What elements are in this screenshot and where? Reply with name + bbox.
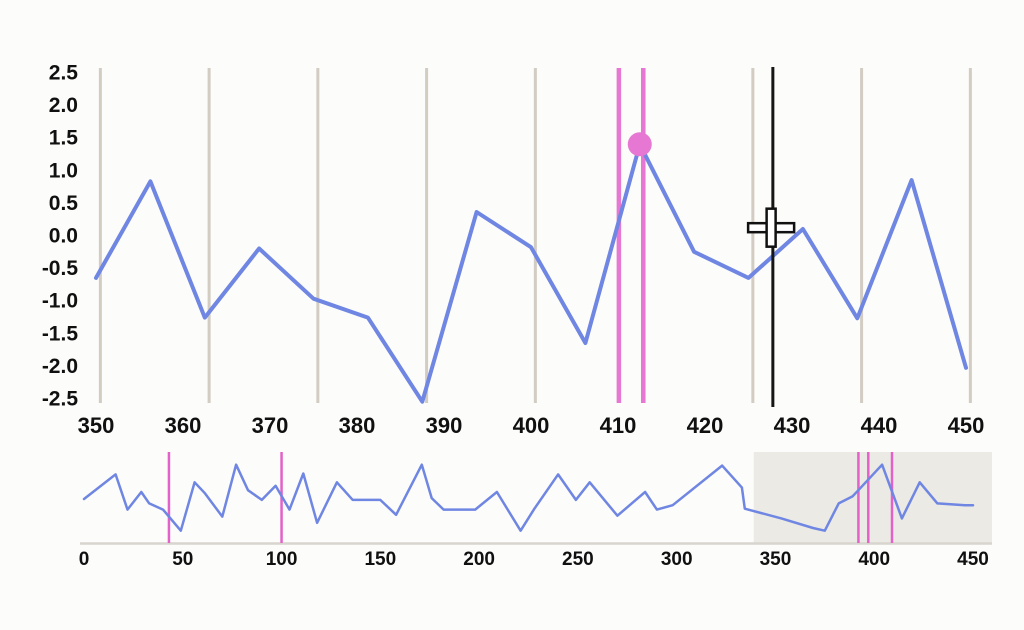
x-axis-tick-label: 370 [252,413,289,438]
x-axis-tick-label: 360 [165,413,202,438]
x-axis-tick-label: 400 [513,413,550,438]
overview-x-tick-label: 150 [364,549,396,570]
overview-signal-line [82,463,975,532]
main-line-chart[interactable]: 350 360 370 380 390 400 410 420 430 440 450 2.5 2.0 1… [0,0,1024,450]
y-axis-tick-label: -1.5 [42,322,79,345]
overview-x-tick-label: 400 [858,549,890,570]
x-axis-tick-label: 440 [861,413,898,438]
overview-x-tick-label: 50 [172,549,193,570]
x-axis-tick-label: 450 [948,413,985,438]
range-slider-selected-window[interactable] [753,452,992,543]
x-axis-tick-label: 410 [600,413,637,438]
x-axis-tick-label: 430 [774,413,811,438]
x-axis-tick-label: 380 [339,413,376,438]
overview-x-tick-label: 350 [760,549,792,570]
signal-line-series[interactable] [94,142,968,404]
x-axis-tick-label: 350 [78,413,115,438]
overview-x-tick-label: 200 [463,549,495,570]
y-axis-tick-label: 1.0 [49,159,78,182]
crosshair-cursor-icon [746,207,796,248]
y-axis-tick-label: 0.0 [49,225,78,248]
x-axis-tick-label: 390 [426,413,463,438]
y-axis-tick-label: -2.0 [42,355,78,378]
overview-x-tick-label: 250 [562,549,594,570]
x-axis-tick-label: 420 [687,413,724,438]
y-axis-tick-label: -1.0 [42,290,78,313]
y-axis-tick-label: 2.0 [49,94,78,117]
overview-x-tick-label: 0 [79,549,90,570]
y-axis-tick-label: 0.5 [49,192,79,215]
y-axis-tick-label: 1.5 [49,127,79,150]
crosshair-vertical-bar [765,207,777,248]
overview-x-tick-label: 300 [661,549,693,570]
overview-x-tick-label: 100 [266,549,298,570]
overview-x-tick-label: 450 [957,549,989,570]
y-axis-tick-label: 2.5 [49,62,79,85]
y-axis-tick-label: -2.5 [42,387,79,410]
y-axis-tick-label: -0.5 [42,257,79,280]
selected-point-marker[interactable] [627,132,652,157]
